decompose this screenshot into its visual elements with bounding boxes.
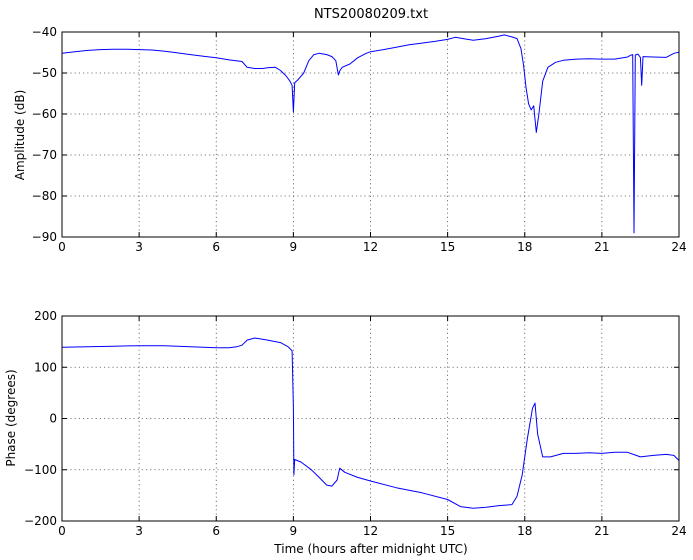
y-tick-label: 0 <box>49 412 57 426</box>
x-tick-label: 3 <box>135 524 143 538</box>
x-tick-label: 6 <box>212 524 220 538</box>
x-tick-label: 6 <box>212 240 220 254</box>
phase-ticks: 0 3 6 9 12 15 18 21 24 200 100 0 −100 −200 <box>24 309 687 538</box>
amplitude-axes-box <box>61 31 680 238</box>
x-tick-label: 9 <box>290 240 298 254</box>
y-tick-label: −200 <box>24 514 57 528</box>
phase-panel: 0 3 6 9 12 15 18 21 24 200 100 0 −100 −200 Phase (deg… <box>4 309 687 556</box>
x-tick-label: 18 <box>517 524 532 538</box>
y-tick-label: −70 <box>32 148 57 162</box>
amplitude-series-line <box>61 34 680 234</box>
phase-grid <box>62 316 679 521</box>
y-tick-label: −100 <box>24 463 57 477</box>
amplitude-y-axis-label: Amplitude (dB) <box>13 90 27 181</box>
x-tick-label: 15 <box>440 240 455 254</box>
y-tick-label: 100 <box>34 360 57 374</box>
x-tick-label: 9 <box>290 524 298 538</box>
y-tick-label: 200 <box>34 309 57 323</box>
amplitude-grid <box>62 32 679 237</box>
y-tick-label: −60 <box>32 107 57 121</box>
x-tick-label: 21 <box>594 524 609 538</box>
x-tick-label: 0 <box>58 524 66 538</box>
chart-title: NTS20080209.txt <box>314 7 428 22</box>
x-tick-label: 18 <box>517 240 532 254</box>
x-tick-label: 3 <box>135 240 143 254</box>
x-tick-label: 21 <box>594 240 609 254</box>
x-tick-label: 24 <box>671 524 686 538</box>
y-tick-label: −50 <box>32 66 57 80</box>
amplitude-ticks: 0 3 6 9 12 15 18 21 24 −40 −50 −60 −70 −80 −90 <box>32 25 687 254</box>
y-tick-label: −80 <box>32 189 57 203</box>
x-tick-label: 12 <box>363 524 378 538</box>
x-tick-label: 0 <box>58 240 66 254</box>
y-tick-label: −90 <box>32 230 57 244</box>
phase-y-axis-label: Phase (degrees) <box>4 369 18 466</box>
x-tick-label: 24 <box>671 240 686 254</box>
y-tick-label: −40 <box>32 25 57 39</box>
phase-x-axis-label: Time (hours after midnight UTC) <box>273 542 467 556</box>
phase-series-line <box>61 337 680 509</box>
x-tick-label: 12 <box>363 240 378 254</box>
x-tick-label: 15 <box>440 524 455 538</box>
amplitude-panel: NTS20080209.txt 0 3 6 9 12 15 18 21 24 −40 −50 −60 −… <box>13 7 687 254</box>
